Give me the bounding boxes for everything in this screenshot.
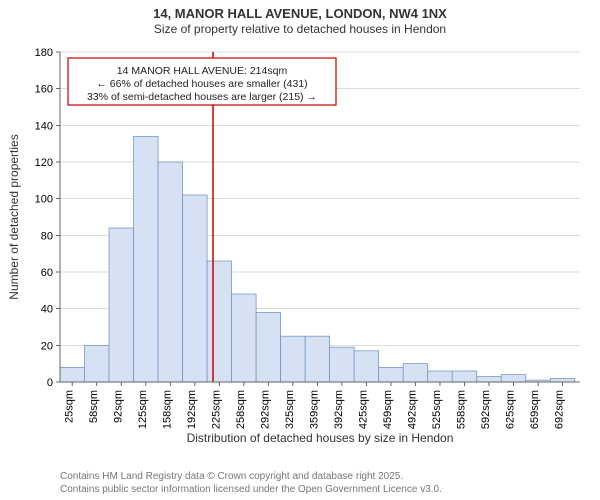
y-tick-label: 40 xyxy=(41,304,53,316)
x-tick-label: 258sqm xyxy=(235,390,247,429)
histogram-bar xyxy=(158,162,183,382)
x-tick-label: 125sqm xyxy=(137,390,149,429)
x-tick-label: 492sqm xyxy=(406,390,418,429)
x-tick-label: 425sqm xyxy=(357,390,369,429)
histogram-bar xyxy=(281,336,306,382)
y-tick-label: 120 xyxy=(35,157,53,169)
histogram-chart: 0 20 40 60 80 100 120 140 160 180 25sqm 58sqm 92sqm 1… xyxy=(0,40,600,460)
histogram-bar xyxy=(330,347,355,382)
histogram-bar xyxy=(85,345,110,382)
x-tick-label: 525sqm xyxy=(431,390,443,429)
y-tick-label: 80 xyxy=(41,230,53,242)
histogram-bar xyxy=(207,261,232,382)
x-tick-label: 459sqm xyxy=(382,390,394,429)
histogram-bar xyxy=(452,371,477,382)
x-tick-label: 592sqm xyxy=(480,390,492,429)
x-tick-label: 558sqm xyxy=(455,390,467,429)
x-tick-label: 58sqm xyxy=(88,390,100,423)
histogram-bar xyxy=(550,378,575,382)
histogram-bar xyxy=(354,351,379,382)
histogram-bar xyxy=(403,364,428,382)
x-tick-label: 92sqm xyxy=(112,390,124,423)
y-axis-label: Number of detached properties xyxy=(7,134,21,299)
histogram-bar xyxy=(428,371,453,382)
histogram-bar xyxy=(305,336,330,382)
x-tick-label: 325sqm xyxy=(284,390,296,429)
x-tick-label: 25sqm xyxy=(63,390,75,423)
histogram-bar xyxy=(109,228,134,382)
footer-attribution: Contains HM Land Registry data © Crown c… xyxy=(60,471,442,496)
x-tick-label: 625sqm xyxy=(505,390,517,429)
x-tick-label: 692sqm xyxy=(554,390,566,429)
y-tick-label: 180 xyxy=(35,47,53,59)
y-tick-label: 0 xyxy=(47,377,53,389)
y-tick-label: 140 xyxy=(35,120,53,132)
histogram-bar xyxy=(134,136,159,382)
y-tick-label: 100 xyxy=(35,194,53,206)
histogram-bar xyxy=(183,195,208,382)
footer-line-1: Contains HM Land Registry data © Crown c… xyxy=(60,471,442,484)
x-tick-label: 158sqm xyxy=(161,390,173,429)
annotation-line: ← 66% of detached houses are smaller (43… xyxy=(96,78,307,90)
x-tick-label: 359sqm xyxy=(308,390,320,429)
x-tick-label: 292sqm xyxy=(259,390,271,429)
histogram-bar xyxy=(256,312,281,382)
x-tick-label: 392sqm xyxy=(333,390,345,429)
x-tick-label: 659sqm xyxy=(529,390,541,429)
chart-title: 14, MANOR HALL AVENUE, LONDON, NW4 1NX xyxy=(0,0,600,21)
x-tick-label: 225sqm xyxy=(210,390,222,429)
histogram-bar xyxy=(477,377,502,383)
annotation-line: 33% of semi-detached houses are larger (… xyxy=(87,91,317,103)
chart-subtitle: Size of property relative to detached ho… xyxy=(0,21,600,40)
y-tick-label: 60 xyxy=(41,267,53,279)
x-axis-label: Distribution of detached houses by size … xyxy=(187,431,454,445)
y-tick-label: 20 xyxy=(41,340,53,352)
y-tick-label: 160 xyxy=(35,84,53,96)
x-tick-label: 192sqm xyxy=(186,390,198,429)
histogram-bar xyxy=(60,367,85,382)
footer-line-2: Contains public sector information licen… xyxy=(60,484,442,497)
histogram-bar xyxy=(232,294,257,382)
histogram-bar xyxy=(379,367,404,382)
histogram-bar xyxy=(501,375,526,382)
annotation-line: 14 MANOR HALL AVENUE: 214sqm xyxy=(117,65,288,77)
